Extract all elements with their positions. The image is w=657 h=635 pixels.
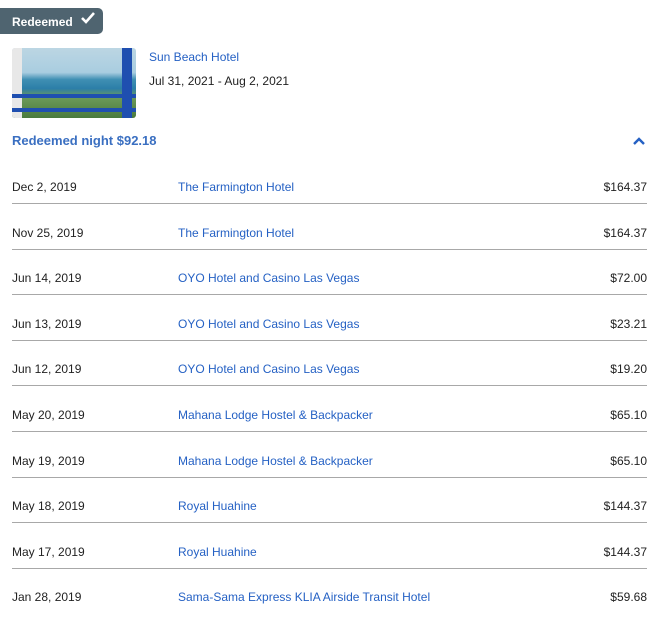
row-hotel-link[interactable]: OYO Hotel and Casino Las Vegas	[178, 362, 360, 377]
row-date: Jun 14, 2019	[12, 271, 82, 286]
table-row: May 18, 2019 Royal Huahine $144.37	[12, 499, 647, 544]
table-row: Jun 12, 2019 OYO Hotel and Casino Las Veg…	[12, 362, 647, 407]
hotel-photo	[12, 48, 136, 118]
row-amount: $23.21	[610, 316, 647, 331]
table-row: May 20, 2019 Mahana Lodge Hostel & Backpa…	[12, 408, 647, 453]
row-hotel-link[interactable]: Mahana Lodge Hostel & Backpacker	[178, 453, 373, 468]
stay-hotel-link[interactable]: Sun Beach Hotel	[149, 50, 240, 64]
row-hotel-link[interactable]: The Farmington Hotel	[178, 180, 295, 194]
row-amount: $164.37	[603, 225, 647, 240]
stay-dates: Jul 31, 2021 - Aug 2, 2021	[149, 74, 290, 88]
redeemed-badge: Redeemed	[0, 8, 103, 34]
table-row: Nov 25, 2019 The Farmington Hotel $164.37	[12, 226, 647, 271]
row-date: May 20, 2019	[12, 408, 85, 422]
row-date: Nov 25, 2019	[12, 225, 84, 240]
row-divider	[12, 339, 647, 341]
row-date: Dec 2, 2019	[12, 180, 77, 194]
row-hotel-link[interactable]: Mahana Lodge Hostel & Backpacker	[178, 408, 373, 422]
table-row: Jan 28, 2019 Sama-Sama Express KLIA Airsi…	[12, 590, 647, 635]
row-divider	[12, 567, 647, 569]
table-row: Dec 2, 2019 The Farmington Hotel $164.37	[12, 180, 647, 225]
row-amount: $65.10	[610, 408, 647, 422]
row-date: May 19, 2019	[12, 453, 85, 468]
row-divider	[12, 294, 647, 296]
row-amount: $72.00	[610, 271, 647, 286]
row-divider	[12, 431, 647, 432]
row-date: Jun 12, 2019	[12, 362, 82, 377]
table-row: Jun 13, 2019 OYO Hotel and Casino Las Veg…	[12, 317, 647, 362]
row-date: May 18, 2019	[12, 499, 85, 514]
row-amount: $65.10	[610, 453, 647, 468]
table-row: May 19, 2019 Mahana Lodge Hostel & Backpa…	[12, 454, 647, 499]
row-divider	[12, 203, 647, 204]
row-hotel-link[interactable]: Sama-Sama Express KLIA Airside Transit H…	[178, 590, 431, 605]
row-amount: $164.37	[603, 180, 647, 194]
table-row: May 17, 2019 Royal Huahine $144.37	[12, 545, 647, 590]
row-divider	[12, 248, 647, 250]
row-date: May 17, 2019	[12, 544, 85, 559]
chevron-up-icon[interactable]	[632, 136, 646, 146]
row-hotel-link[interactable]: OYO Hotel and Casino Las Vegas	[178, 316, 360, 331]
row-hotel-link[interactable]: Royal Huahine	[178, 499, 257, 514]
row-hotel-link[interactable]: Royal Huahine	[178, 544, 257, 559]
row-divider	[12, 385, 647, 387]
row-amount: $144.37	[603, 544, 647, 559]
checkmark-icon	[81, 12, 95, 24]
row-hotel-link[interactable]: The Farmington Hotel	[178, 225, 295, 240]
redeemed-night-summary[interactable]: Redeemed night $92.18	[12, 133, 157, 148]
row-amount: $19.20	[610, 362, 647, 377]
row-amount: $59.68	[610, 590, 647, 605]
row-divider	[12, 522, 647, 524]
row-hotel-link[interactable]: OYO Hotel and Casino Las Vegas	[178, 271, 360, 286]
badge-label: Redeemed	[12, 15, 73, 29]
row-date: Jan 28, 2019	[12, 590, 82, 605]
table-row: Jun 14, 2019 OYO Hotel and Casino Las Veg…	[12, 271, 647, 316]
row-date: Jun 13, 2019	[12, 316, 82, 331]
row-divider	[12, 476, 647, 478]
row-amount: $144.37	[603, 499, 647, 514]
